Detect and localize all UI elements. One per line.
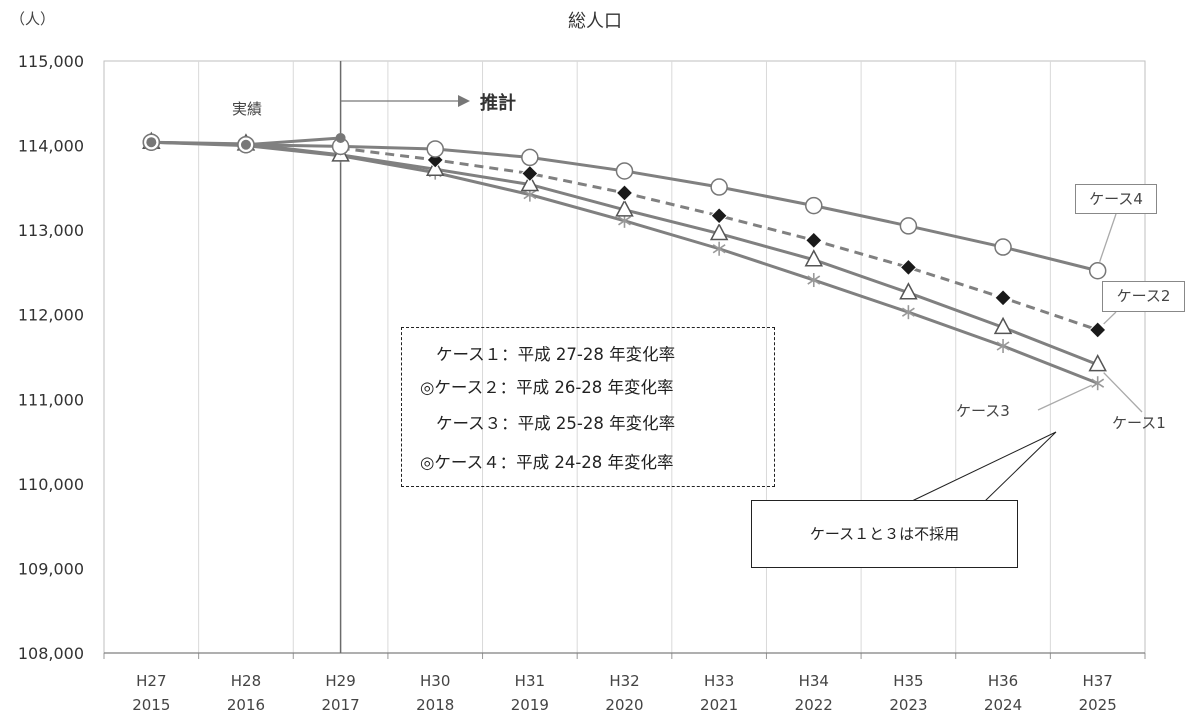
x-tick-label-year: 2024 <box>984 696 1022 714</box>
legend-box <box>401 327 775 487</box>
x-tick-label-year: 2016 <box>227 696 265 714</box>
y-tick-label: 111,000 <box>18 390 84 409</box>
x-tick-label-era: H32 <box>609 672 639 690</box>
data-point-ケース1 <box>520 173 540 192</box>
x-tick-label-year: 2021 <box>700 696 738 714</box>
y-tick-label: 114,000 <box>18 137 84 156</box>
data-point-ケース4 <box>615 162 634 180</box>
case2-leader-line <box>1103 311 1117 325</box>
data-point-ケース2 <box>805 231 823 249</box>
data-point-ケース4 <box>994 238 1012 256</box>
x-tick-label-era: H31 <box>515 672 545 690</box>
data-point-ケース2 <box>521 164 539 183</box>
x-tick-label-year: 2018 <box>416 696 454 714</box>
data-point-ケース2 <box>994 289 1012 307</box>
data-point-ケース4 <box>426 140 444 158</box>
x-tick-label-era: H30 <box>420 672 450 690</box>
legend-entry: ◎ケース４：平成 24-28 年変化率 <box>420 453 674 472</box>
data-point-ケース4 <box>805 196 823 215</box>
data-point-実績 <box>146 137 157 148</box>
x-tick-label-year: 2017 <box>321 696 359 714</box>
case4-leader-line <box>1099 213 1117 262</box>
x-tick-label-year: 2019 <box>511 696 549 714</box>
y-tick-label: 115,000 <box>18 52 84 71</box>
x-tick-label-year: 2023 <box>889 696 927 714</box>
x-tick-label-era: H33 <box>704 672 734 690</box>
series-line-ケース2 <box>340 146 1099 332</box>
data-point-ケース1 <box>993 316 1013 335</box>
data-point-ケース4 <box>899 217 918 235</box>
data-point-ケース1 <box>899 282 918 300</box>
forecast-label: 推計 <box>480 92 516 114</box>
case1-label: ケース1 <box>1112 414 1166 432</box>
forecast-arrow-head <box>458 95 470 107</box>
callout-pointer <box>911 431 1057 502</box>
case2-label-box <box>1102 281 1185 312</box>
data-point-ケース1 <box>804 249 824 267</box>
data-point-ケース3 <box>901 305 915 320</box>
data-point-ケース1 <box>1088 354 1107 372</box>
actual-label: 実績 <box>232 100 262 118</box>
data-point-ケース2 <box>899 258 918 277</box>
y-tick-label: 109,000 <box>18 559 84 578</box>
data-point-ケース4 <box>521 148 539 167</box>
data-point-ケース2 <box>1088 321 1107 339</box>
data-point-ケース3 <box>807 273 821 288</box>
data-point-実績 <box>335 132 346 143</box>
callout-box <box>751 500 1018 568</box>
case3-leader-line <box>1037 384 1092 411</box>
chart-title: 総人口 <box>568 11 622 32</box>
x-tick-label-era: H36 <box>988 672 1018 690</box>
legend-entry: ケース３：平成 25-28 年変化率 <box>436 414 675 433</box>
x-tick-label-year: 2022 <box>795 696 833 714</box>
data-point-ケース2 <box>710 207 728 225</box>
callout-text: ケース１と３は不採用 <box>809 525 960 543</box>
x-tick-label-era: H35 <box>893 672 923 690</box>
data-point-ケース1 <box>709 222 729 241</box>
x-tick-label-year: 2020 <box>605 696 643 714</box>
y-tick-label: 113,000 <box>18 221 84 240</box>
x-tick-label-year: 2015 <box>132 696 170 714</box>
x-tick-label-era: H37 <box>1082 672 1112 690</box>
x-tick-label-era: H28 <box>231 672 261 690</box>
data-point-実績 <box>240 139 251 150</box>
data-point-ケース4 <box>1088 261 1107 280</box>
data-point-ケース1 <box>615 199 634 217</box>
data-point-ケース4 <box>710 178 728 196</box>
y-tick-label: 110,000 <box>18 475 84 494</box>
x-tick-label-era: H34 <box>799 672 829 690</box>
data-point-ケース3 <box>996 339 1010 354</box>
case1-leader-line <box>1103 372 1143 413</box>
y-tick-label: 108,000 <box>18 644 84 663</box>
data-point-ケース2 <box>615 184 634 202</box>
case2-label: ケース2 <box>1116 287 1171 305</box>
x-tick-label-era: H27 <box>136 672 166 690</box>
legend-entry: ケース１：平成 27-28 年変化率 <box>436 345 675 364</box>
data-point-ケース3 <box>1091 376 1105 391</box>
y-tick-label: 112,000 <box>18 306 84 325</box>
legend-entry: ◎ケース２：平成 26-28 年変化率 <box>420 378 674 397</box>
x-tick-label-era: H29 <box>325 672 355 690</box>
y-unit-label: （人） <box>10 10 55 28</box>
x-tick-label-year: 2025 <box>1079 696 1117 714</box>
case4-label: ケース4 <box>1089 190 1143 208</box>
case4-label-box <box>1075 184 1157 214</box>
data-point-ケース3 <box>712 241 726 256</box>
case3-label: ケース3 <box>956 402 1010 420</box>
